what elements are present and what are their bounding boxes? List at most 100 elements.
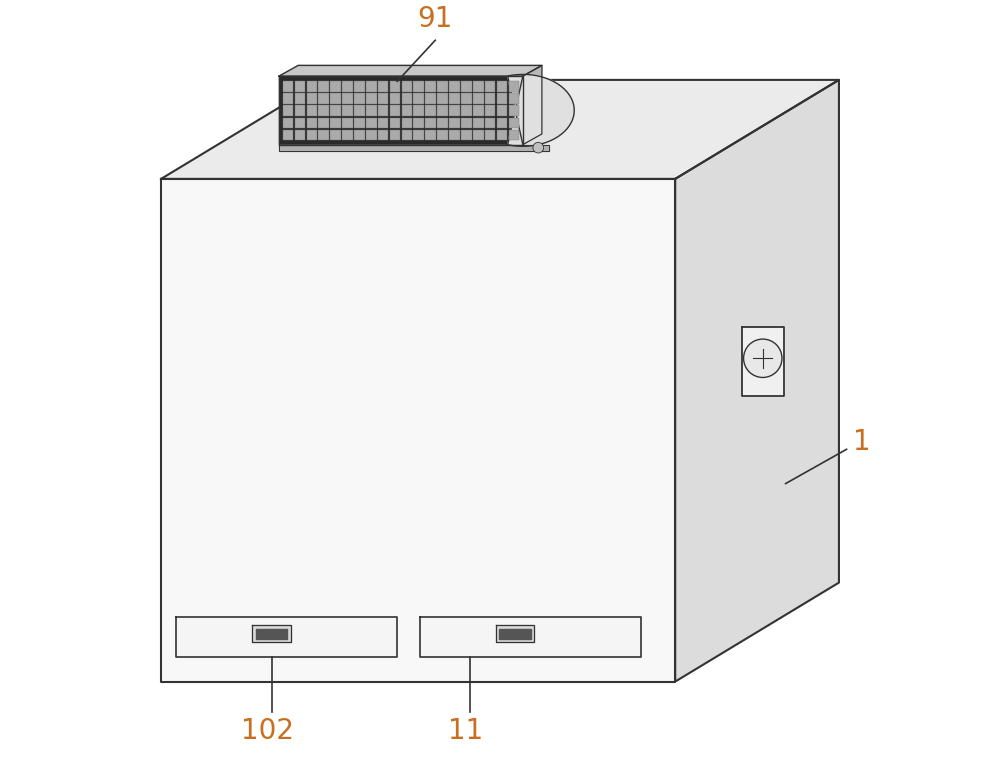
Bar: [425, 105, 436, 116]
Bar: [485, 81, 495, 92]
Bar: [413, 130, 424, 140]
Bar: [330, 130, 341, 140]
Bar: [437, 81, 448, 92]
Bar: [402, 117, 412, 128]
Bar: [449, 81, 460, 92]
Bar: [283, 130, 293, 140]
Bar: [366, 105, 377, 116]
Bar: [437, 130, 448, 140]
Bar: [402, 130, 412, 140]
Bar: [437, 94, 448, 104]
Bar: [378, 94, 388, 104]
Bar: [473, 94, 484, 104]
Bar: [473, 130, 484, 140]
Bar: [497, 105, 507, 116]
Bar: [366, 117, 377, 128]
Bar: [378, 130, 388, 140]
Bar: [295, 130, 305, 140]
Bar: [509, 81, 519, 92]
Bar: [473, 81, 484, 92]
Polygon shape: [523, 66, 542, 145]
Bar: [390, 94, 400, 104]
Bar: [283, 105, 293, 116]
Bar: [307, 130, 317, 140]
Bar: [413, 94, 424, 104]
Bar: [330, 81, 341, 92]
Bar: [354, 117, 365, 128]
Text: 11: 11: [448, 717, 483, 745]
Polygon shape: [496, 625, 534, 642]
Bar: [330, 94, 341, 104]
Bar: [413, 81, 424, 92]
Bar: [378, 117, 388, 128]
Bar: [449, 94, 460, 104]
Bar: [461, 94, 472, 104]
Bar: [378, 105, 388, 116]
Polygon shape: [420, 617, 641, 657]
Bar: [318, 117, 329, 128]
Bar: [402, 81, 412, 92]
Polygon shape: [508, 74, 574, 146]
Polygon shape: [176, 617, 397, 657]
Bar: [449, 130, 460, 140]
Bar: [402, 105, 412, 116]
Bar: [295, 117, 305, 128]
Polygon shape: [279, 145, 549, 151]
Bar: [461, 130, 472, 140]
Bar: [342, 105, 353, 116]
Bar: [390, 105, 400, 116]
Bar: [318, 94, 329, 104]
Bar: [390, 130, 400, 140]
Bar: [473, 105, 484, 116]
Circle shape: [533, 142, 544, 153]
Polygon shape: [161, 80, 839, 179]
Bar: [449, 105, 460, 116]
Bar: [485, 130, 495, 140]
Bar: [330, 105, 341, 116]
Bar: [413, 117, 424, 128]
Bar: [425, 117, 436, 128]
Bar: [307, 81, 317, 92]
Bar: [497, 117, 507, 128]
Polygon shape: [161, 179, 675, 682]
Bar: [461, 105, 472, 116]
Bar: [307, 94, 317, 104]
Bar: [485, 117, 495, 128]
Bar: [318, 81, 329, 92]
Bar: [342, 117, 353, 128]
Bar: [354, 81, 365, 92]
Bar: [295, 105, 305, 116]
Polygon shape: [675, 80, 839, 682]
Bar: [366, 94, 377, 104]
Bar: [307, 117, 317, 128]
Bar: [402, 94, 412, 104]
Bar: [390, 117, 400, 128]
Polygon shape: [279, 66, 542, 76]
Polygon shape: [252, 625, 291, 642]
Bar: [354, 105, 365, 116]
Bar: [461, 117, 472, 128]
Bar: [437, 117, 448, 128]
Bar: [485, 94, 495, 104]
Bar: [413, 105, 424, 116]
Bar: [330, 117, 341, 128]
Polygon shape: [256, 629, 287, 638]
Bar: [509, 94, 519, 104]
Bar: [295, 94, 305, 104]
Bar: [485, 105, 495, 116]
Bar: [509, 130, 519, 140]
Bar: [366, 81, 377, 92]
Polygon shape: [279, 76, 523, 145]
Bar: [342, 130, 353, 140]
Bar: [497, 130, 507, 140]
Bar: [425, 81, 436, 92]
Bar: [283, 81, 293, 92]
Polygon shape: [499, 629, 531, 638]
Bar: [509, 105, 519, 116]
Bar: [318, 130, 329, 140]
Bar: [378, 81, 388, 92]
Bar: [354, 130, 365, 140]
Circle shape: [744, 339, 782, 377]
Bar: [295, 81, 305, 92]
Bar: [283, 117, 293, 128]
